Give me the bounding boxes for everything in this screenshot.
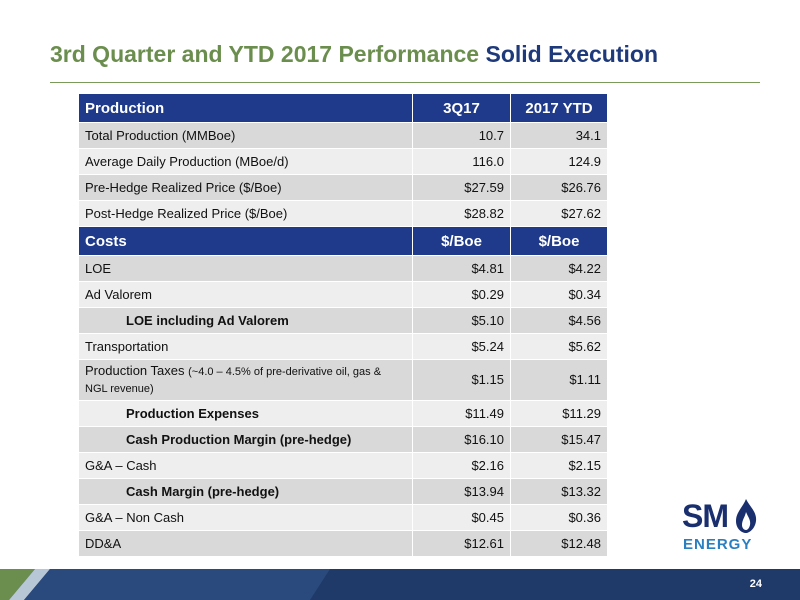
row-label: LOE [78,255,413,282]
performance-table: Production 3Q17 2017 YTD Total Productio… [78,93,608,557]
costs-header-ytd: $/Boe [510,226,608,256]
table-row: Pre-Hedge Realized Price ($/Boe) $27.59 … [78,174,608,201]
row-label: LOE including Ad Valorem [78,307,413,334]
row-value-ytd: $1.11 [510,359,608,401]
table-row: Ad Valorem $0.29 $0.34 [78,281,608,308]
row-value-ytd: $27.62 [510,200,608,227]
table-row: Average Daily Production (MBoe/d) 116.0 … [78,148,608,175]
slide-title: 3rd Quarter and YTD 2017 Performance Sol… [50,41,658,68]
row-value-ytd: $12.48 [510,530,608,557]
row-value-3q17: $12.61 [412,530,511,557]
row-value-ytd: $4.56 [510,307,608,334]
row-value-3q17: $27.59 [412,174,511,201]
row-label: Cash Production Margin (pre-hedge) [78,426,413,453]
title-divider [50,82,760,83]
table-row: Production Taxes (~4.0 – 4.5% of pre-der… [78,359,608,401]
row-value-ytd: $2.15 [510,452,608,479]
row-value-ytd: $11.29 [510,400,608,427]
flame-icon [736,499,757,533]
table-row: G&A – Cash $2.16 $2.15 [78,452,608,479]
table-row: Total Production (MMBoe) 10.7 34.1 [78,122,608,149]
table-row: LOE $4.81 $4.22 [78,255,608,282]
row-value-ytd: $5.62 [510,333,608,360]
row-label: Production Expenses [78,400,413,427]
logo-energy-text: ENERGY [683,536,753,553]
row-label: Pre-Hedge Realized Price ($/Boe) [78,174,413,201]
production-header-ytd: 2017 YTD [510,93,608,123]
row-value-ytd: $4.22 [510,255,608,282]
slide-title-main: 3rd Quarter and YTD 2017 Performance [50,41,480,67]
table-row: Transportation $5.24 $5.62 [78,333,608,360]
row-label: Total Production (MMBoe) [78,122,413,149]
row-value-3q17: $5.10 [412,307,511,334]
row-label: Cash Margin (pre-hedge) [78,478,413,505]
row-value-ytd: $0.34 [510,281,608,308]
row-value-3q17: $0.45 [412,504,511,531]
row-value-3q17: $11.49 [412,400,511,427]
production-taxes-note: (~4.0 – 4.5% of pre-derivative oil, gas … [85,366,382,395]
row-label: G&A – Non Cash [78,504,413,531]
row-value-3q17: $13.94 [412,478,511,505]
row-value-ytd: $15.47 [510,426,608,453]
production-header-3q17: 3Q17 [412,93,511,123]
row-value-ytd: $0.36 [510,504,608,531]
row-value-3q17: $0.29 [412,281,511,308]
row-value-3q17: $4.81 [412,255,511,282]
subtotal-row: Cash Margin (pre-hedge) $13.94 $13.32 [78,478,608,505]
row-value-ytd: 124.9 [510,148,608,175]
costs-header-row: Costs $/Boe $/Boe [78,226,608,256]
row-value-3q17: $5.24 [412,333,511,360]
logo-sm-text: SM [682,498,729,534]
row-label: DD&A [78,530,413,557]
row-label: Transportation [78,333,413,360]
row-label: Average Daily Production (MBoe/d) [78,148,413,175]
row-label: Ad Valorem [78,281,413,308]
page-number: 24 [749,578,762,590]
row-value-3q17: $1.15 [412,359,511,401]
row-value-ytd: $13.32 [510,478,608,505]
costs-header-label: Costs [78,226,413,256]
row-value-3q17: $16.10 [412,426,511,453]
footer-band [0,569,800,600]
table-row: Post-Hedge Realized Price ($/Boe) $28.82… [78,200,608,227]
production-header-label: Production [78,93,413,123]
row-value-3q17: $2.16 [412,452,511,479]
subtotal-row: LOE including Ad Valorem $5.10 $4.56 [78,307,608,334]
row-label: G&A – Cash [78,452,413,479]
production-header-row: Production 3Q17 2017 YTD [78,93,608,123]
row-value-3q17: $28.82 [412,200,511,227]
row-value-ytd: 34.1 [510,122,608,149]
sm-energy-logo: SM ENERGY [682,496,762,556]
costs-header-3q17: $/Boe [412,226,511,256]
row-value-ytd: $26.76 [510,174,608,201]
row-label: Post-Hedge Realized Price ($/Boe) [78,200,413,227]
subtotal-row: Cash Production Margin (pre-hedge) $16.1… [78,426,608,453]
production-taxes-label: Production Taxes [85,363,185,378]
row-label: Production Taxes (~4.0 – 4.5% of pre-der… [78,359,413,401]
row-value-3q17: 116.0 [412,148,511,175]
table-row: G&A – Non Cash $0.45 $0.36 [78,504,608,531]
slide-title-accent: Solid Execution [485,41,659,67]
table-row: DD&A $12.61 $12.48 [78,530,608,557]
subtotal-row: Production Expenses $11.49 $11.29 [78,400,608,427]
row-value-3q17: 10.7 [412,122,511,149]
